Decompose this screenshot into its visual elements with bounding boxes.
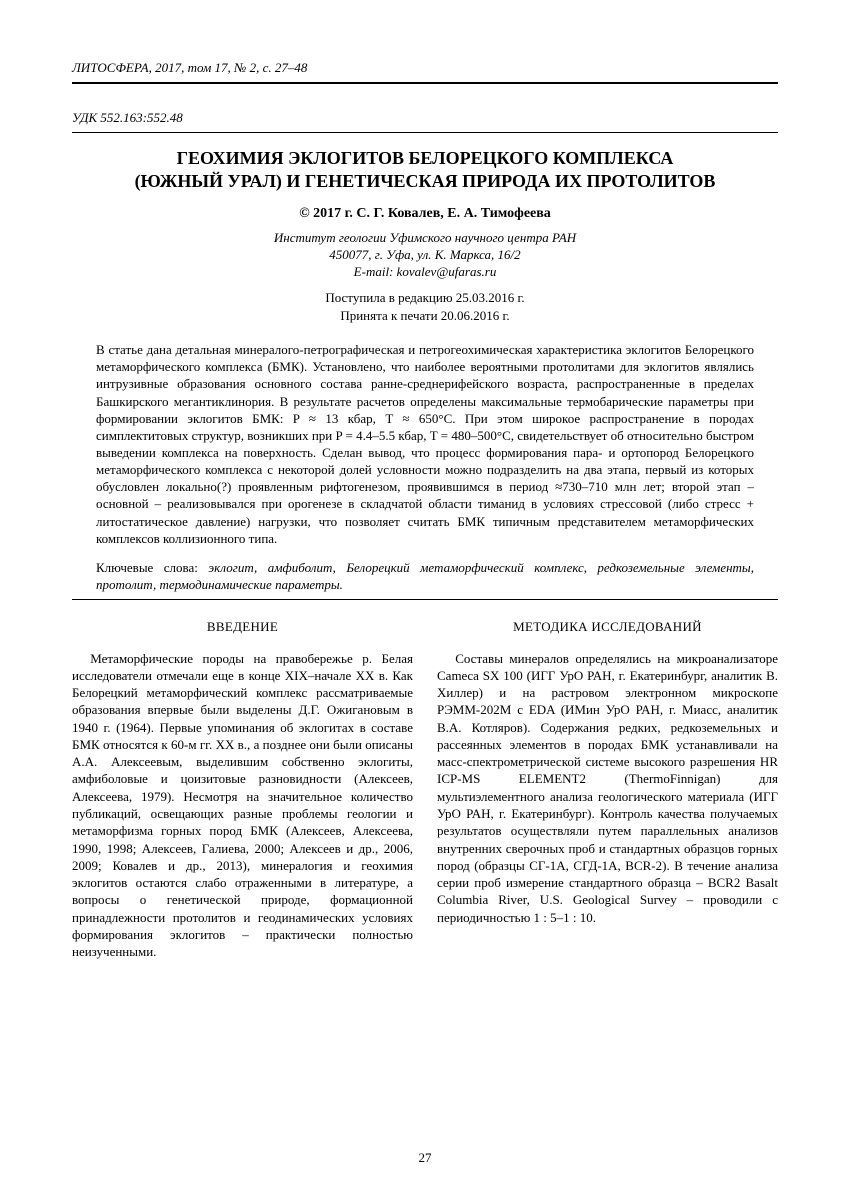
rule-udc bbox=[72, 132, 778, 133]
section-heading-methods: МЕТОДИКА ИССЛЕДОВАНИЙ bbox=[437, 618, 778, 635]
column-left: ВВЕДЕНИЕ Метаморфические породы на право… bbox=[72, 618, 413, 960]
title-line-1: ГЕОХИМИЯ ЭКЛОГИТОВ БЕЛОРЕЦКОГО КОМПЛЕКСА bbox=[177, 148, 674, 168]
udc-code: УДК 552.163:552.48 bbox=[72, 110, 778, 126]
affiliation-email: E-mail: kovalev@ufaras.ru bbox=[354, 264, 497, 279]
keywords-label: Ключевые слова: bbox=[96, 560, 208, 575]
affiliation: Институт геологии Уфимского научного цен… bbox=[72, 230, 778, 281]
page-number: 27 bbox=[0, 1150, 850, 1166]
title-line-2: (ЮЖНЫЙ УРАЛ) И ГЕНЕТИЧЕСКАЯ ПРИРОДА ИХ П… bbox=[135, 171, 716, 191]
methods-paragraph: Составы минералов определялись на микроа… bbox=[437, 650, 778, 927]
keywords: Ключевые слова: эклогит, амфиболит, Бело… bbox=[72, 559, 778, 593]
accepted-date: Принята к печати 20.06.2016 г. bbox=[340, 308, 509, 323]
authors: © 2017 г. С. Г. Ковалев, Е. А. Тимофеева bbox=[72, 206, 778, 222]
rule-top bbox=[72, 82, 778, 84]
affiliation-address: 450077, г. Уфа, ул. К. Маркса, 16/2 bbox=[329, 247, 520, 262]
intro-paragraph: Метаморфические породы на правобережье р… bbox=[72, 650, 413, 961]
received-date: Поступила в редакцию 25.03.2016 г. bbox=[325, 290, 524, 305]
section-heading-intro: ВВЕДЕНИЕ bbox=[72, 618, 413, 635]
journal-header: ЛИТОСФЕРА, 2017, том 17, № 2, с. 27–48 bbox=[72, 60, 778, 76]
affiliation-institute: Институт геологии Уфимского научного цен… bbox=[274, 230, 576, 245]
column-right: МЕТОДИКА ИССЛЕДОВАНИЙ Составы минералов … bbox=[437, 618, 778, 960]
submission-dates: Поступила в редакцию 25.03.2016 г. Приня… bbox=[72, 289, 778, 325]
abstract: В статье дана детальная минералого-петро… bbox=[72, 341, 778, 547]
article-title: ГЕОХИМИЯ ЭКЛОГИТОВ БЕЛОРЕЦКОГО КОМПЛЕКСА… bbox=[72, 147, 778, 192]
body-columns: ВВЕДЕНИЕ Метаморфические породы на право… bbox=[72, 618, 778, 960]
rule-abstract-bottom bbox=[72, 599, 778, 600]
